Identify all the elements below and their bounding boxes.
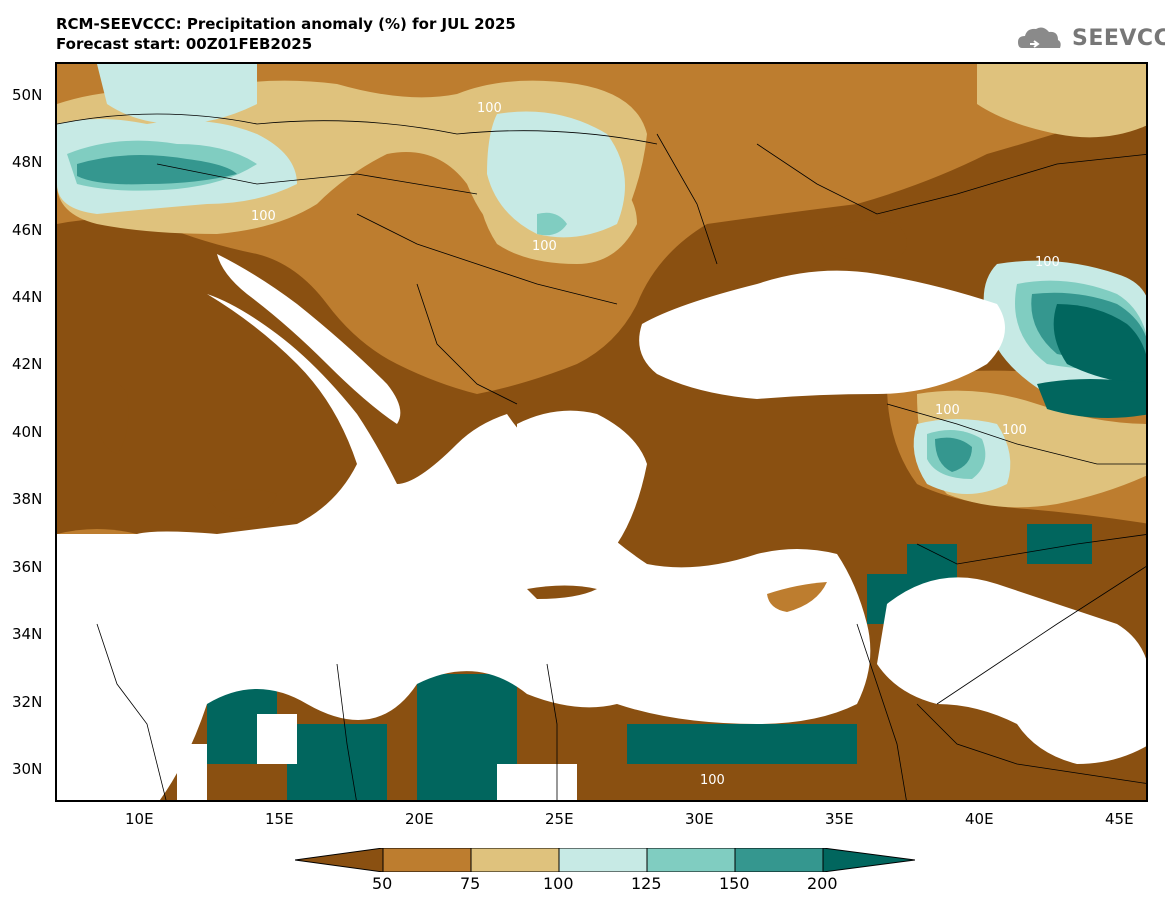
mediterranean-sea [57, 294, 871, 800]
title-line-1: RCM-SEEVCCC: Precipitation anomaly (%) f… [56, 15, 516, 33]
adriatic-sea [217, 254, 401, 424]
contour-label: 100 [477, 101, 502, 116]
north-africa-white [57, 684, 577, 800]
contour-label: 100 [1002, 423, 1027, 438]
lat-label: 40N [12, 423, 43, 441]
region-above-200-caucasus [1053, 304, 1146, 384]
lat-label: 34N [12, 625, 43, 643]
region-75-100-northeast [977, 64, 1146, 138]
black-sea [639, 270, 1005, 399]
region-above-200-syria [867, 524, 1092, 624]
region-100-125-germany [97, 64, 257, 124]
lon-label: 30E [685, 810, 714, 828]
map-title: RCM-SEEVCCC: Precipitation anomaly (%) f… [56, 14, 516, 54]
cloud-logo-icon [1018, 27, 1061, 48]
lon-label: 20E [405, 810, 434, 828]
colorbar-below-50 [295, 848, 384, 872]
colorbar-label: 125 [631, 874, 662, 893]
lat-label: 46N [12, 221, 43, 239]
lon-label: 10E [125, 810, 154, 828]
colorbar-100-125 [558, 848, 648, 872]
colorbar [295, 848, 915, 872]
colorbar-label: 150 [719, 874, 750, 893]
contour-label: 100 [1035, 255, 1060, 270]
colorbar-125-150 [646, 848, 736, 872]
arabia-white [877, 577, 1146, 764]
lat-label: 50N [12, 86, 43, 104]
region-above-200-south-caucasus [1037, 379, 1146, 418]
lon-label: 35E [825, 810, 854, 828]
lat-label: 48N [12, 153, 43, 171]
lat-label: 36N [12, 558, 43, 576]
colorbar-150-200 [734, 848, 824, 872]
region-125-150-romania [537, 212, 567, 236]
lon-label: 45E [1105, 810, 1134, 828]
crimea [817, 220, 907, 261]
contour-label: 100 [251, 209, 276, 224]
colorbar-50-75 [382, 848, 472, 872]
cyprus [767, 582, 827, 612]
colorbar-75-100 [470, 848, 560, 872]
contour-labels: 100 100 100 100 100 100 100 [251, 101, 1060, 788]
contour-label: 100 [935, 403, 960, 418]
lon-label: 25E [545, 810, 574, 828]
lat-label: 32N [12, 693, 43, 711]
lat-label: 30N [12, 760, 43, 778]
title-line-2: Forecast start: 00Z01FEB2025 [56, 35, 313, 53]
logo-text: SEEVCCC [1072, 26, 1165, 51]
contour-label: 100 [700, 773, 725, 788]
country-borders [57, 113, 1146, 800]
sicily [207, 489, 277, 519]
colorbar-label: 50 [372, 874, 393, 893]
lat-label: 42N [12, 355, 43, 373]
colorbar-label: 75 [460, 874, 481, 893]
lon-label: 40E [965, 810, 994, 828]
lat-label: 38N [12, 490, 43, 508]
region-150-200-anatolia [935, 437, 972, 472]
aegean-sea [517, 410, 647, 544]
region-100-125-carpathians [487, 111, 625, 238]
region-150-200-alps [77, 155, 237, 185]
colorbar-above-200 [822, 848, 915, 872]
precipitation-map: 100 100 100 100 100 100 100 [57, 64, 1146, 800]
colorbar-label: 100 [543, 874, 574, 893]
colorbar-label: 200 [807, 874, 838, 893]
crete [527, 585, 597, 599]
contour-label: 100 [532, 239, 557, 254]
lat-label: 44N [12, 288, 43, 306]
lon-label: 15E [265, 810, 294, 828]
sardinia [97, 380, 129, 454]
map-panel: 100 100 100 100 100 100 100 [55, 62, 1148, 802]
